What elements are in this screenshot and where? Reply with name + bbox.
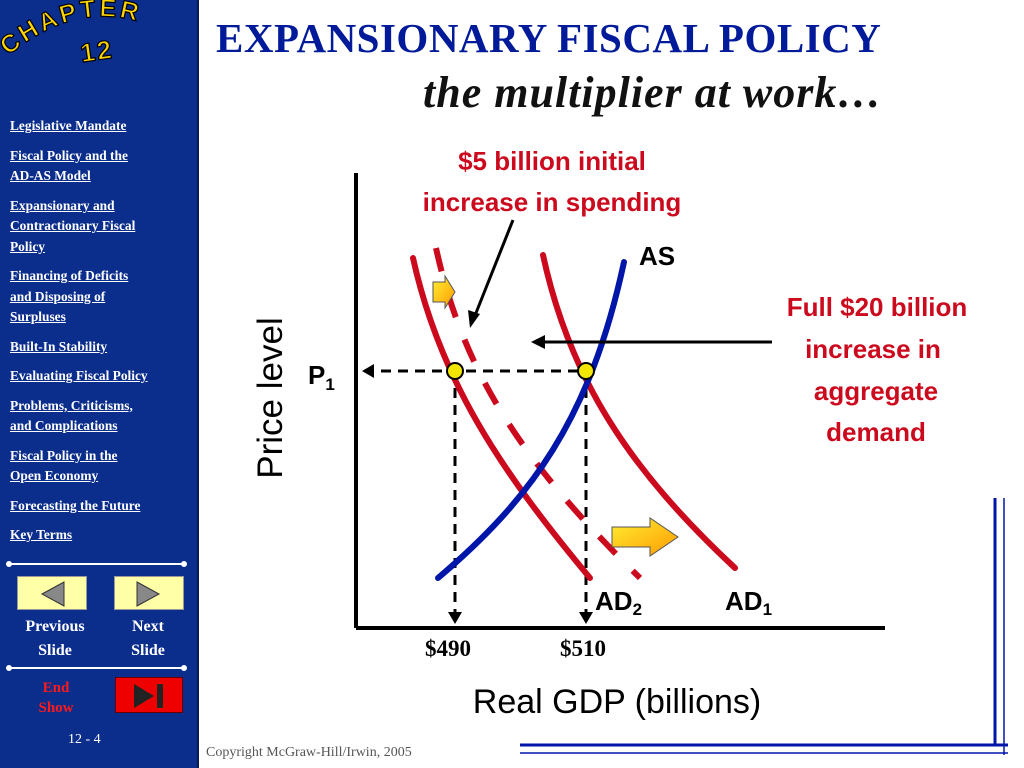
nav-link-text[interactable]: Key Terms xyxy=(10,527,73,542)
full-increase-label-line1: Full $20 billion xyxy=(787,292,968,322)
slide-subtitle: the multiplier at work… xyxy=(423,68,883,117)
nav-link-text[interactable]: Contractionary Fiscal xyxy=(10,218,136,233)
ad2-curve-label: AD2 xyxy=(595,586,642,619)
initial-spending-pointer-head xyxy=(468,310,480,328)
nav-link-text[interactable]: Surpluses xyxy=(10,309,66,324)
chapter-number: 12 xyxy=(78,34,115,68)
nav-link-text[interactable]: Legislative Mandate xyxy=(10,118,127,133)
nav-link-text[interactable]: Policy xyxy=(10,238,45,254)
initial-spending-label-line2: increase in spending xyxy=(423,187,682,217)
ad1-initial-curve xyxy=(410,255,593,581)
gdp490-guide-arrowhead xyxy=(448,612,462,624)
ad-shift-dashed-curve xyxy=(433,247,643,581)
next-slide-label[interactable]: Next Slide xyxy=(131,618,165,659)
ad1-curve-label: AD1 xyxy=(725,586,772,619)
nav-link-text[interactable]: Evaluating Fiscal Policy xyxy=(10,368,148,383)
full-increase-label-line3: aggregate xyxy=(814,376,938,406)
price-level-p1-label: P1 xyxy=(308,360,335,394)
chapter-badge: CHAPTER 12 xyxy=(0,0,142,69)
slide-title: EXPANSIONARY FISCAL POLICY xyxy=(216,15,882,61)
nav-link-text[interactable]: Expansionary and xyxy=(10,197,115,213)
nav-link-text[interactable]: Built-In Stability xyxy=(10,338,108,354)
equilibrium-point-510 xyxy=(577,362,595,380)
nav-link-text[interactable]: and Disposing of xyxy=(10,288,106,304)
nav-link-text[interactable]: Financing of Deficits xyxy=(10,268,129,283)
nav-link-text[interactable]: AD-AS Model xyxy=(10,168,91,183)
nav-divider-bottom xyxy=(8,667,184,669)
full-increase-pointer-head xyxy=(531,335,545,349)
slide-number: 12 - 4 xyxy=(68,732,101,747)
divider-dot xyxy=(6,665,12,671)
chapter-navigation: Legislative Mandate Fiscal Policy and the… xyxy=(10,116,192,555)
y-axis-label: Price level xyxy=(251,317,290,478)
equilibrium-point-490 xyxy=(446,362,464,380)
nav-link-text[interactable]: and Complications xyxy=(10,418,118,433)
divider-dot xyxy=(181,561,187,567)
full-increase-label-line4: demand xyxy=(826,417,926,447)
as-curve xyxy=(435,259,627,581)
nav-link-1[interactable]: Legislative Mandate xyxy=(10,116,192,137)
nav-link-7[interactable]: Problems, Criticisms, and Complications xyxy=(10,396,192,437)
next-slide-button[interactable] xyxy=(114,576,184,610)
nav-link-text[interactable]: Problems, Criticisms, xyxy=(10,397,133,413)
nav-link-9[interactable]: Forecasting the Future xyxy=(10,496,192,517)
end-icon xyxy=(134,684,163,708)
divider-dot xyxy=(6,561,12,567)
nav-link-4[interactable]: Financing of Deficits and Disposing of Sur… xyxy=(10,266,192,328)
ad-shifted-curve xyxy=(540,252,738,571)
divider-dot xyxy=(181,665,187,671)
nav-link-3[interactable]: Expansionary and Contractionary Fiscal Pol… xyxy=(10,196,192,258)
as-curve-label: AS xyxy=(639,241,675,271)
initial-spending-pointer xyxy=(472,219,515,319)
p1-guide-arrowhead xyxy=(362,364,374,378)
small-shift-arrow xyxy=(432,274,456,310)
initial-spending-label-line1: $5 billion initial xyxy=(458,146,646,176)
nav-link-6[interactable]: Evaluating Fiscal Policy xyxy=(10,366,192,387)
nav-link-2[interactable]: Fiscal Policy and the AD-AS Model xyxy=(10,146,192,187)
previous-slide-label[interactable]: Previous Slide xyxy=(25,618,85,659)
x-tick-490: $490 xyxy=(425,636,471,661)
sidebar-border xyxy=(197,0,199,768)
nav-link-8[interactable]: Fiscal Policy in the Open Economy xyxy=(10,446,192,487)
nav-divider-top xyxy=(8,563,184,565)
full-increase-label-line2: increase in xyxy=(805,334,941,364)
nav-link-text[interactable]: Fiscal Policy in the xyxy=(10,447,118,463)
large-shift-arrow xyxy=(611,517,679,557)
x-axis-label: Real GDP (billions) xyxy=(473,683,761,721)
sidebar xyxy=(0,0,197,768)
nav-link-10[interactable]: Key Terms xyxy=(10,525,192,546)
end-show-label[interactable]: End Show xyxy=(38,680,74,716)
gdp510-guide-arrowhead xyxy=(579,612,593,624)
nav-link-text[interactable]: Forecasting the Future xyxy=(10,497,141,513)
triangle-left-icon xyxy=(40,581,65,607)
end-show-button[interactable] xyxy=(115,677,183,713)
copyright-notice: Copyright McGraw-Hill/Irwin, 2005 xyxy=(206,745,412,760)
previous-slide-button[interactable] xyxy=(17,576,87,610)
nav-link-text[interactable]: Open Economy xyxy=(10,468,99,483)
triangle-right-icon xyxy=(136,581,161,607)
nav-link-5[interactable]: Built-In Stability xyxy=(10,337,192,358)
nav-link-text[interactable]: Fiscal Policy and the xyxy=(10,147,128,163)
x-tick-510: $510 xyxy=(560,636,606,661)
